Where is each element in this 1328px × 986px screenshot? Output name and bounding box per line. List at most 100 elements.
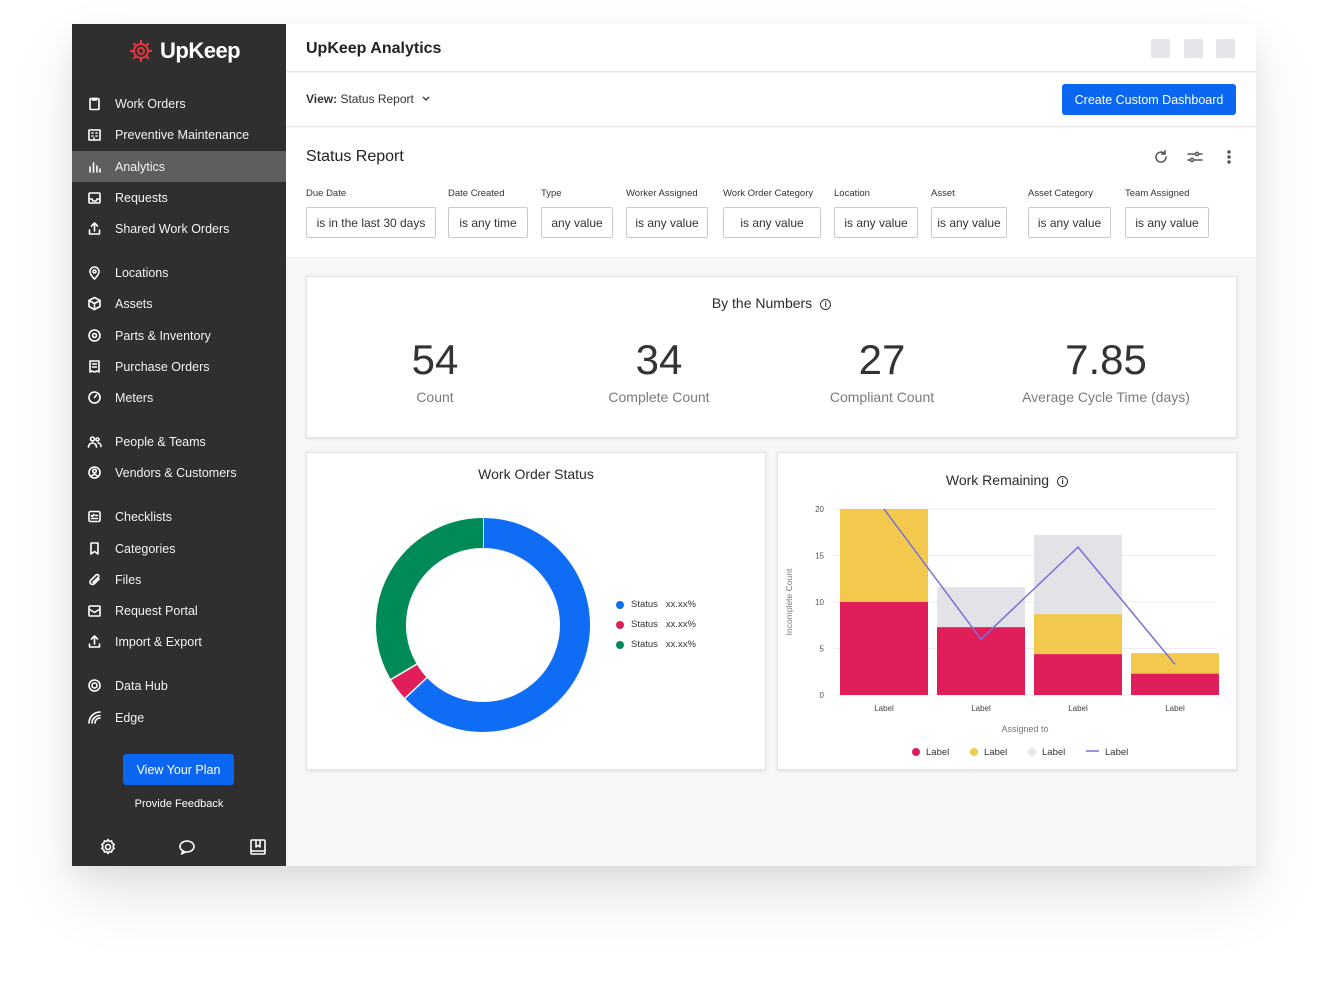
work-remaining-title: Work Remaining i <box>778 472 1236 488</box>
sidebar-item-request-portal[interactable]: Request Portal <box>72 595 286 626</box>
chat-icon[interactable] <box>178 838 196 856</box>
sidebar-item-data-hub[interactable]: Data Hub <box>72 670 286 701</box>
sidebar-item-categories[interactable]: Categories <box>72 533 286 564</box>
filter-value-field[interactable]: is any value <box>626 207 708 238</box>
sidebar-item-edge[interactable]: Edge <box>72 702 286 733</box>
bar-segment[interactable] <box>937 627 1025 695</box>
sidebar-item-checklists[interactable]: Checklists <box>72 501 286 532</box>
legend-dot <box>616 620 624 629</box>
bar-segment[interactable] <box>1131 673 1219 695</box>
filter-value-field[interactable]: is in the last 30 days <box>306 207 436 238</box>
filter-label: Date Created <box>448 188 505 199</box>
legend-pct: xx.xx% <box>665 619 696 630</box>
sidebar-item-analytics[interactable]: Analytics <box>72 151 286 182</box>
info-icon[interactable]: i <box>1057 475 1069 487</box>
filter-label: Due Date <box>306 188 347 199</box>
legend-dot <box>616 640 624 649</box>
filter-value-field[interactable]: any value <box>541 207 613 238</box>
signal-icon <box>86 710 102 726</box>
sidebar-item-requests[interactable]: Requests <box>72 182 286 213</box>
legend-label: Label <box>1105 747 1128 758</box>
more-vertical-icon[interactable] <box>1220 148 1238 166</box>
x-axis-label: Assigned to <box>1001 724 1048 734</box>
stat-complete-count: 34 Complete Count <box>539 336 779 406</box>
sidebar-item-vendors-customers[interactable]: Vendors & Customers <box>72 457 286 488</box>
book-icon[interactable] <box>249 838 267 856</box>
app-window: UpKeep Work Orders Preventive Maintenance… <box>72 24 1256 866</box>
bar-segment[interactable] <box>1034 614 1122 655</box>
bar-segment[interactable] <box>840 509 928 602</box>
sidebar-item-shared-work-orders[interactable]: Shared Work Orders <box>72 213 286 244</box>
sidebar-item-work-orders[interactable]: Work Orders <box>72 88 286 119</box>
donut-slice[interactable] <box>405 518 590 732</box>
donut-slice[interactable] <box>376 518 484 680</box>
x-tick-label: Label <box>1165 704 1185 713</box>
filter-value-field[interactable]: is any value <box>1028 207 1111 238</box>
donut-chart <box>376 518 590 732</box>
upload-icon <box>86 634 102 650</box>
by-the-numbers-title: By the Numbers i <box>307 295 1236 311</box>
sidebar: UpKeep Work Orders Preventive Maintenance… <box>72 24 286 866</box>
paperclip-icon <box>86 572 102 588</box>
upkeep-logo[interactable]: UpKeep <box>128 38 241 64</box>
sidebar-item-label: Checklists <box>115 509 172 524</box>
sidebar-item-locations[interactable]: Locations <box>72 257 286 288</box>
sidebar-item-purchase-orders[interactable]: Purchase Orders <box>72 351 286 382</box>
window-button-2[interactable] <box>1184 39 1203 58</box>
window-button-1[interactable] <box>1151 39 1170 58</box>
filter-label: Worker Assigned <box>626 188 698 199</box>
sidebar-item-label: Categories <box>115 541 176 556</box>
bar-segment[interactable] <box>937 587 1025 628</box>
x-tick-label: Label <box>874 704 894 713</box>
provide-feedback-link[interactable]: Provide Feedback <box>134 798 224 810</box>
sidebar-item-assets[interactable]: Assets <box>72 288 286 319</box>
bar-segment[interactable] <box>840 602 928 695</box>
bar-segment[interactable] <box>1034 654 1122 695</box>
filter-value-field[interactable]: is any value <box>1125 207 1209 238</box>
bar-chart-icon <box>86 159 102 175</box>
filter-value-field[interactable]: is any value <box>834 207 918 238</box>
sidebar-item-label: Purchase Orders <box>115 359 210 374</box>
slice-separator <box>390 663 418 681</box>
stat-value: 27 <box>858 336 906 383</box>
donut-legend-item: Status xx.xx% <box>616 599 696 610</box>
sidebar-item-people-teams[interactable]: People & Teams <box>72 426 286 457</box>
info-icon[interactable]: i <box>820 298 832 310</box>
sidebar-item-label: Import & Export <box>115 634 202 649</box>
filter-value-field[interactable]: is any value <box>723 207 821 238</box>
clipboard-icon <box>86 96 102 112</box>
stat-value: 7.85 <box>1065 336 1147 383</box>
y-axis-label: Incomplete Count <box>784 568 794 635</box>
sidebar-item-preventive-maintenance[interactable]: Preventive Maintenance <box>72 119 286 150</box>
create-custom-dashboard-button[interactable]: Create Custom Dashboard <box>1062 84 1236 115</box>
stat-value: 34 <box>635 336 683 383</box>
sidebar-item-meters[interactable]: Meters <box>72 382 286 413</box>
settings-icon[interactable] <box>99 838 117 856</box>
location-pin-icon <box>86 265 102 281</box>
filter-label: Location <box>834 188 870 199</box>
main-area: UpKeep Analytics View: Status Report Cre… <box>286 24 1256 866</box>
view-value: Status Report <box>340 92 414 106</box>
sidebar-item-files[interactable]: Files <box>72 564 286 595</box>
sidebar-item-import-export[interactable]: Import & Export <box>72 626 286 657</box>
inbox-icon <box>86 190 102 206</box>
donut-legend-item: Status xx.xx% <box>616 639 696 650</box>
filter-value-field[interactable]: is any time <box>448 207 528 238</box>
view-selector[interactable]: View: Status Report <box>306 92 431 106</box>
legend-label: Status <box>631 619 658 630</box>
sidebar-item-label: Analytics <box>115 159 166 174</box>
sidebar-item-label: Data Hub <box>115 678 168 693</box>
sidebar-item-label: Edge <box>115 710 145 725</box>
cube-icon <box>86 296 102 312</box>
y-tick-label: 5 <box>820 645 825 654</box>
refresh-icon[interactable] <box>1152 148 1170 166</box>
view-plan-button[interactable]: View Your Plan <box>123 754 234 785</box>
view-label: View: <box>306 92 338 106</box>
sliders-icon[interactable] <box>1186 148 1204 166</box>
filter-value-field[interactable]: is any value <box>931 207 1007 238</box>
sidebar-item-parts-inventory[interactable]: Parts & Inventory <box>72 320 286 351</box>
target-icon <box>86 678 102 694</box>
window-button-3[interactable] <box>1216 39 1235 58</box>
stacked-bar-chart: 0 5 10 15 20 Label Label Label Label Incomplete C… <box>784 505 1219 758</box>
donut-slice[interactable] <box>390 663 428 699</box>
